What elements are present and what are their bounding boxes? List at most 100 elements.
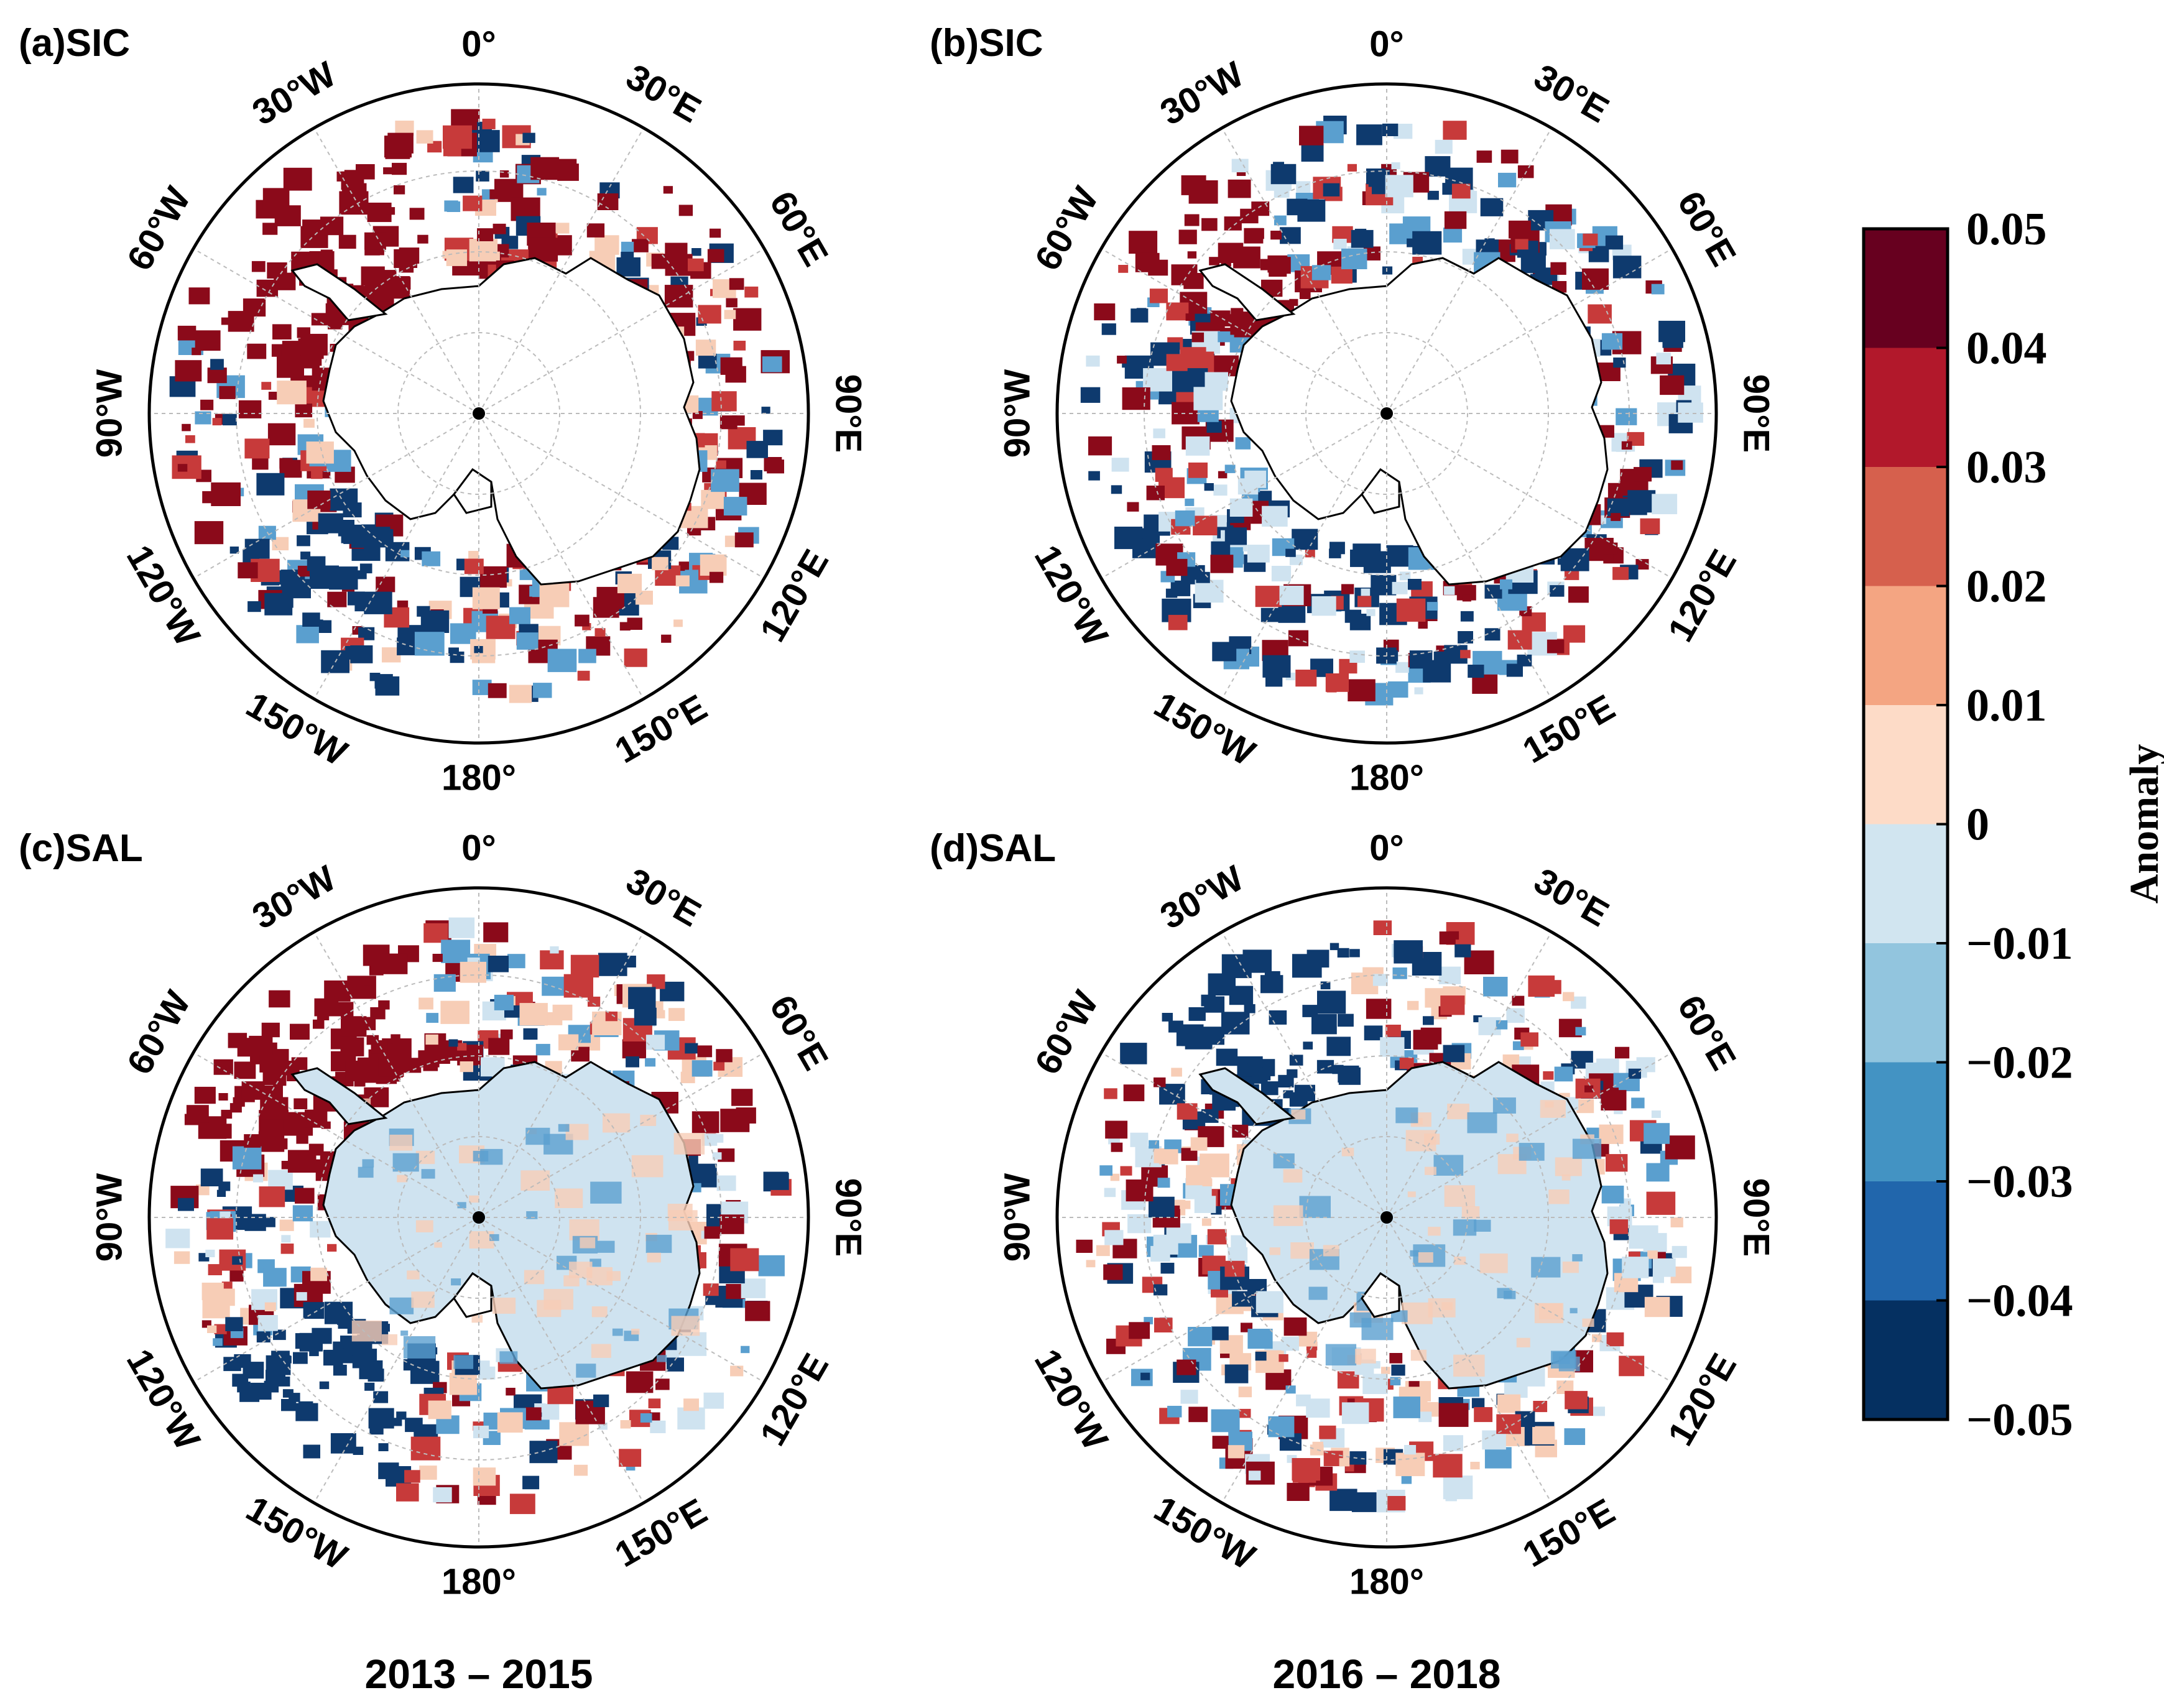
anomaly-cell [1531, 1257, 1561, 1278]
anomaly-cell [392, 162, 407, 175]
anomaly-cell [1563, 992, 1574, 1002]
anomaly-cell [1177, 1103, 1198, 1120]
anomaly-cell [1362, 246, 1380, 261]
anomaly-cell [419, 1466, 437, 1480]
ross-ice-shelf [1361, 1272, 1400, 1318]
anomaly-cell [1438, 966, 1461, 984]
anomaly-cell [1224, 216, 1242, 231]
anomaly-cell [1269, 257, 1291, 274]
anomaly-cell [185, 435, 195, 443]
anomaly-cell [1483, 977, 1508, 997]
anomaly-cell [1325, 1344, 1357, 1366]
anomaly-cell [497, 1412, 523, 1433]
anomaly-cell [612, 1328, 623, 1336]
anomaly-cell [225, 1317, 243, 1331]
anomaly-cell [1244, 1004, 1255, 1013]
anomaly-cell [552, 1004, 573, 1021]
anomaly-cell [330, 488, 358, 511]
anomaly-cell [1269, 1247, 1280, 1255]
anomaly-cell [1404, 1445, 1417, 1455]
anomaly-cell [219, 385, 236, 399]
anomaly-cell [1543, 980, 1561, 994]
anomaly-cell [374, 527, 391, 540]
anomaly-cell [1268, 1416, 1295, 1438]
anomaly-cell [1287, 198, 1308, 216]
latitude-circle [1305, 1136, 1468, 1299]
panel-b-label: (b)SIC [930, 22, 1043, 65]
anomaly-cell [1413, 1118, 1423, 1125]
anomaly-cell [594, 628, 606, 637]
anomaly-cell [397, 1175, 408, 1183]
anomaly-cell [1153, 428, 1165, 438]
anomaly-cell [206, 1218, 234, 1240]
anomaly-cell [1152, 445, 1171, 460]
anomaly-cell [620, 1420, 631, 1429]
anomaly-cell [1211, 541, 1231, 557]
anomaly-cell [1213, 484, 1228, 496]
anomaly-cell [1474, 1219, 1491, 1232]
anomaly-cell [243, 1362, 264, 1379]
anomaly-cell [1435, 139, 1453, 154]
anomaly-cell [1289, 298, 1298, 307]
anomaly-cell [1114, 527, 1143, 550]
anomaly-cell [1520, 253, 1546, 274]
anomaly-cell [539, 583, 570, 607]
anomaly-cell [295, 404, 313, 418]
anomaly-cell [1601, 1185, 1624, 1204]
anomaly-cell [535, 1043, 550, 1056]
anomaly-cell [731, 1089, 753, 1106]
meridian-line [1386, 931, 1552, 1218]
anomaly-cell [1194, 1196, 1216, 1213]
meridian-line [1101, 413, 1387, 579]
anomaly-cell [631, 1329, 640, 1335]
anomaly-cell [1188, 1007, 1206, 1021]
anomaly-cell [762, 356, 782, 372]
anomaly-cell [453, 177, 474, 193]
anomaly-cell [457, 1202, 466, 1209]
anomaly-cell [1454, 1256, 1466, 1265]
longitude-label: 90°W [997, 1173, 1037, 1262]
anomaly-cell [256, 279, 279, 297]
meridian-line [193, 248, 479, 414]
anomaly-cell [1120, 1043, 1147, 1064]
anomaly-cell [1555, 1157, 1582, 1176]
anomaly-cell [724, 310, 736, 320]
anomaly-cell [449, 1373, 478, 1395]
anomaly-cell [1382, 123, 1399, 136]
anomaly-cell [1317, 990, 1346, 1014]
meridian-line [1386, 413, 1673, 579]
anomaly-cell [303, 1444, 320, 1459]
anomaly-cell [650, 1420, 666, 1433]
anomaly-cell [310, 1221, 331, 1238]
anomaly-cell [1399, 1058, 1414, 1069]
anomaly-cell [212, 418, 222, 426]
antarctic-peninsula [290, 1067, 388, 1125]
anomaly-cell [378, 1443, 389, 1451]
anomaly-cell [281, 1161, 292, 1170]
anomaly-cell [1512, 995, 1525, 1006]
graticule [1057, 84, 1716, 743]
anomaly-cell [1201, 218, 1218, 231]
anomaly-cell [1572, 1254, 1583, 1262]
anomaly-cell [1283, 1090, 1293, 1099]
anomaly-cell [1258, 491, 1272, 502]
anomaly-cell [716, 460, 726, 469]
anomaly-cell [407, 1270, 420, 1280]
anomaly-cell [473, 1150, 489, 1161]
anomaly-cell [1201, 994, 1216, 1007]
anomaly-cell [1443, 1045, 1465, 1063]
anomaly-cell [1185, 436, 1210, 456]
south-pole-marker [473, 407, 485, 420]
anomaly-cell [418, 997, 433, 1010]
anomaly-cell [1647, 1250, 1658, 1259]
anomaly-cell [499, 1351, 518, 1364]
anomaly-cell [346, 1060, 369, 1079]
anomaly-cell [244, 1214, 266, 1231]
anomaly-cell [516, 632, 539, 650]
anomaly-cell [306, 441, 334, 464]
anomaly-cell [1167, 1406, 1182, 1418]
anomaly-cell [617, 573, 642, 594]
anomaly-cell [1651, 284, 1665, 295]
anomaly-cell [1366, 168, 1386, 185]
anomaly-cell [446, 201, 461, 212]
